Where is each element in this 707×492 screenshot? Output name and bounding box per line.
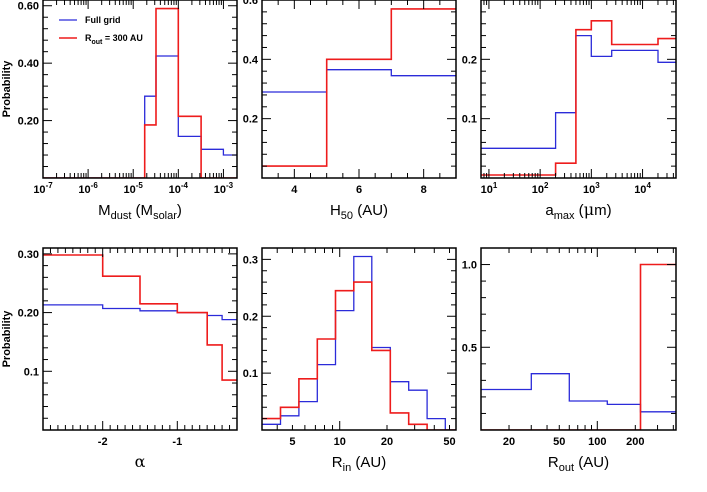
series-rout-300-p4 [43,254,237,381]
x-tick-label-p5: 50 [443,436,455,448]
x-axis-label-p6: Rout (AU) [548,454,609,474]
y-tick-label-p3: 0.2 [462,54,477,66]
series-full-grid-p5 [262,255,456,430]
x-tick-label-p6: 200 [626,436,644,448]
x-tick-label-p5: 10 [334,436,346,448]
series-full-grid-p3 [481,34,676,149]
x-tick-label-p4: -2 [98,436,108,448]
x-tick-label-p1: 10-4 [169,181,189,196]
series-rout-300-p3 [481,20,676,176]
series-full-grid-p6 [481,373,676,413]
y-tick-label-p5: 0.3 [243,254,258,266]
x-tick-label-p2: 6 [356,184,362,196]
series-rout-300-p2 [262,8,456,167]
x-tick-label-p1: 10-5 [124,181,144,196]
x-axis-label-p1: Mdust (Msolar) [98,202,182,222]
x-tick-label-p1: 10-7 [33,181,53,196]
x-tick-label-p2: 8 [421,184,427,196]
y-tick-label-p2: 0.6 [243,0,258,7]
series-full-grid-p1 [43,55,237,178]
y-tick-label-p1: 0.20 [18,116,39,128]
series-rout-300-p1 [43,7,237,178]
x-axis-label-p5: Rin (AU) [332,454,386,474]
x-axis-label-p4: α [135,452,146,471]
y-tick-label-p4: 0.1 [24,366,39,378]
y-tick-label-p1: 0.40 [18,58,39,70]
x-tick-label-p6: 50 [553,436,565,448]
y-tick-label-p1: 0.60 [18,1,39,13]
x-tick-label-p3: 103 [583,181,600,196]
axes-frame-p2 [261,0,457,179]
legend-label-rout: Rout = 300 AU [85,33,143,46]
x-tick-label-p2: 4 [291,184,298,196]
x-tick-label-p5: 20 [381,436,393,448]
panel-p3: 101 102 103 104 0.1 0.2 amax (μm) [462,0,677,222]
y-tick-label-p6: 1.0 [462,260,477,272]
y-tick-label-p5: 0.2 [243,311,258,323]
x-tick-label-p3: 101 [481,181,498,196]
x-tick-label-p4: -1 [172,436,182,448]
x-tick-label-p1: 10-6 [78,181,98,196]
x-axis-label-p3: amax (μm) [545,200,611,222]
x-tick-label-p1: 10-3 [214,181,234,196]
series-full-grid-p2 [262,69,456,93]
panel-p5: 5 10 20 50 0.1 0.2 0.3 Rin (AU) [243,247,457,474]
panel-p4: -2 -1 0.1 0.20 0.30 α Probability [1,247,238,471]
y-tick-label-p4: 0.20 [18,308,39,320]
x-axis-label-p2: H50 (AU) [330,202,388,222]
series-rout-300-p6 [481,263,676,430]
axes-frame-p1 [42,0,238,179]
y-tick-label-p2: 0.2 [243,114,258,126]
y-tick-label-p5: 0.1 [243,368,258,380]
panel-p2: 4 6 8 0.2 0.4 0.6 H50 (AU) [243,0,457,222]
legend: Full grid Rout = 300 AU [59,15,143,46]
y-tick-label-p2: 0.4 [243,54,259,66]
x-tick-label-p3: 102 [532,181,549,196]
y-tick-label-p6: 0.5 [462,342,477,354]
y-axis-label-p1: Probability [1,60,13,118]
y-axis-label-p4: Probability [1,310,13,368]
x-tick-label-p6: 20 [503,436,515,448]
axes-frame-p3 [480,0,677,179]
axes-frame-p6 [480,247,677,431]
panel-p6: 20 50 100 200 0.5 1.0 Rout (AU) [462,247,677,474]
x-tick-label-p3: 104 [634,181,651,196]
legend-label-full-grid: Full grid [85,15,121,25]
x-tick-label-p5: 5 [289,436,295,448]
panel-p1: 10-7 10-6 10-5 10-4 10-3 0.20 0.40 0.60 Mdust (M… [1,0,238,222]
series-rout-300-p5 [262,281,456,430]
x-tick-label-p6: 100 [588,436,606,448]
y-tick-label-p3: 0.1 [462,114,477,126]
y-tick-label-p4: 0.30 [18,249,39,261]
